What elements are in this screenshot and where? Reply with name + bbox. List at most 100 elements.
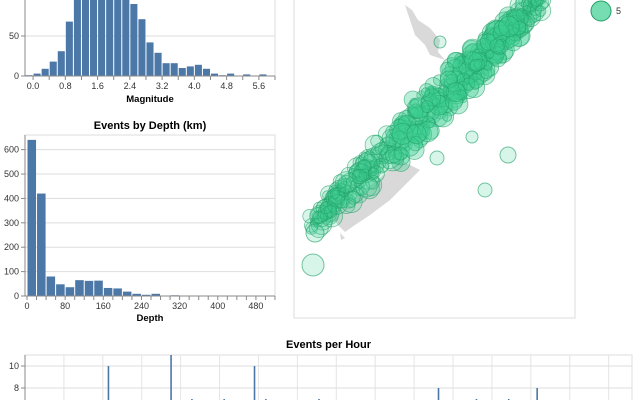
depth-bar xyxy=(46,276,56,296)
depth-bar xyxy=(122,291,132,296)
size-legend: 5 xyxy=(590,0,621,22)
x-tick-label: 4.8 xyxy=(220,81,233,91)
earthquake-bubble xyxy=(477,182,493,198)
earthquake-bubble xyxy=(370,134,384,148)
magnitude-bar xyxy=(73,0,81,76)
x-tick-label: 4.0 xyxy=(188,81,201,91)
magnitude-bar xyxy=(186,66,194,76)
y-tick-label: 50 xyxy=(9,31,19,41)
magnitude-bar xyxy=(162,63,170,76)
depth-bar xyxy=(65,287,75,296)
magnitude-bar xyxy=(41,68,49,76)
earthquake-bubble xyxy=(420,87,431,97)
earthquake-bubble xyxy=(495,36,505,46)
earthquake-bubble xyxy=(319,201,333,215)
legend-size-symbol xyxy=(590,0,612,22)
x-tick-label: 320 xyxy=(172,301,187,311)
depth-bar xyxy=(94,280,103,296)
earthquake-bubble xyxy=(408,97,430,119)
earthquake-bubble xyxy=(446,82,466,102)
y-tick-label: 400 xyxy=(4,193,19,203)
x-tick-label: 1.6 xyxy=(91,81,104,91)
earthquake-bubble xyxy=(305,223,325,243)
stewart-island-land xyxy=(340,233,345,240)
depth-bar xyxy=(84,280,94,296)
y-tick-label: 300 xyxy=(4,218,19,228)
earthquake-bubble xyxy=(381,149,404,172)
y-tick-label: 8 xyxy=(14,383,19,393)
depth-histogram: Events by Depth (km) 0 100 200 300 400 500 600 0… xyxy=(4,120,276,324)
hour-bar xyxy=(536,388,538,400)
x-tick-label: 400 xyxy=(210,301,225,311)
magnitude-bar xyxy=(90,0,98,76)
magnitude-bar xyxy=(227,73,235,76)
earthquake-bubble xyxy=(423,88,442,107)
earthquake-bubble xyxy=(301,253,325,277)
depth-bar xyxy=(56,284,65,296)
hour-bar xyxy=(107,366,110,400)
earthquake-bubble xyxy=(522,5,532,15)
magnitude-bar xyxy=(210,73,219,76)
hour-bar xyxy=(170,355,172,400)
bubble-layer xyxy=(301,0,552,277)
magnitude-bar xyxy=(65,21,73,77)
magnitude-bar xyxy=(138,19,146,76)
magnitude-bar xyxy=(259,74,267,76)
magnitude-bar xyxy=(49,61,57,76)
earthquake-bubble xyxy=(530,0,542,7)
earthquake-bubble xyxy=(439,70,458,89)
earthquake-bubble xyxy=(358,178,380,200)
earthquake-bubble xyxy=(337,175,356,194)
depth-bar xyxy=(132,293,141,296)
magnitude-bar xyxy=(81,0,90,76)
y-tick-label: 200 xyxy=(4,242,19,252)
depth-bar xyxy=(27,139,37,296)
x-tick-label: 0.0 xyxy=(27,81,40,91)
depth-bar xyxy=(141,294,151,296)
earthquake-bubble xyxy=(384,145,402,164)
events-per-hour-chart: Events per Hour 8 10 xyxy=(9,339,633,400)
x-tick-label: 0.8 xyxy=(59,81,72,91)
south-island-land xyxy=(330,160,420,232)
earthquake-bubble xyxy=(334,171,358,194)
y-tick-label: 600 xyxy=(4,145,19,155)
x-tick-label: 2.4 xyxy=(124,81,137,91)
earthquake-bubble xyxy=(429,150,445,166)
depth-bar xyxy=(103,287,113,296)
earthquake-bubble xyxy=(412,133,428,149)
earthquake-bubble xyxy=(531,0,549,12)
chart-title: Events per Hour xyxy=(286,339,372,351)
magnitude-bar xyxy=(194,64,202,76)
earthquake-bubble xyxy=(493,20,510,36)
earthquake-bubble xyxy=(345,197,357,209)
earthquake-bubble xyxy=(432,105,455,128)
x-tick-label: 480 xyxy=(248,301,263,311)
x-axis-title: Magnitude xyxy=(126,94,174,105)
magnitude-bar xyxy=(146,42,154,76)
earthquake-map xyxy=(293,0,576,319)
x-tick-label: 80 xyxy=(60,301,70,311)
earthquake-bubble xyxy=(469,58,483,72)
y-tick-label: 10 xyxy=(9,361,19,371)
y-tick-label: 500 xyxy=(4,169,19,179)
x-tick-label: 5.6 xyxy=(253,81,266,91)
x-axis-title: Depth xyxy=(137,313,164,324)
magnitude-bar xyxy=(114,0,122,76)
magnitude-histogram: 0 50 0.0 0.8 1.6 2.4 3.2 4.0 4.8 5.6 Magnitude xyxy=(9,0,276,105)
earthquake-bubble xyxy=(399,136,420,157)
earthquake-bubble xyxy=(422,115,435,129)
earthquake-bubble xyxy=(443,70,465,92)
x-tick-label: 0 xyxy=(24,301,29,311)
magnitude-bar xyxy=(106,0,114,76)
magnitude-bar xyxy=(33,73,41,76)
magnitude-bar xyxy=(57,51,65,76)
hour-bar xyxy=(437,388,440,400)
earthquake-bubble xyxy=(374,141,389,156)
y-tick-label: 100 xyxy=(4,267,19,277)
earthquake-bubble xyxy=(441,57,463,79)
earthquake-bubble xyxy=(339,186,350,197)
magnitude-bar xyxy=(178,68,186,76)
earthquake-bubble xyxy=(507,7,529,29)
earthquake-bubble xyxy=(310,206,328,225)
earthquake-bubble xyxy=(442,112,453,122)
